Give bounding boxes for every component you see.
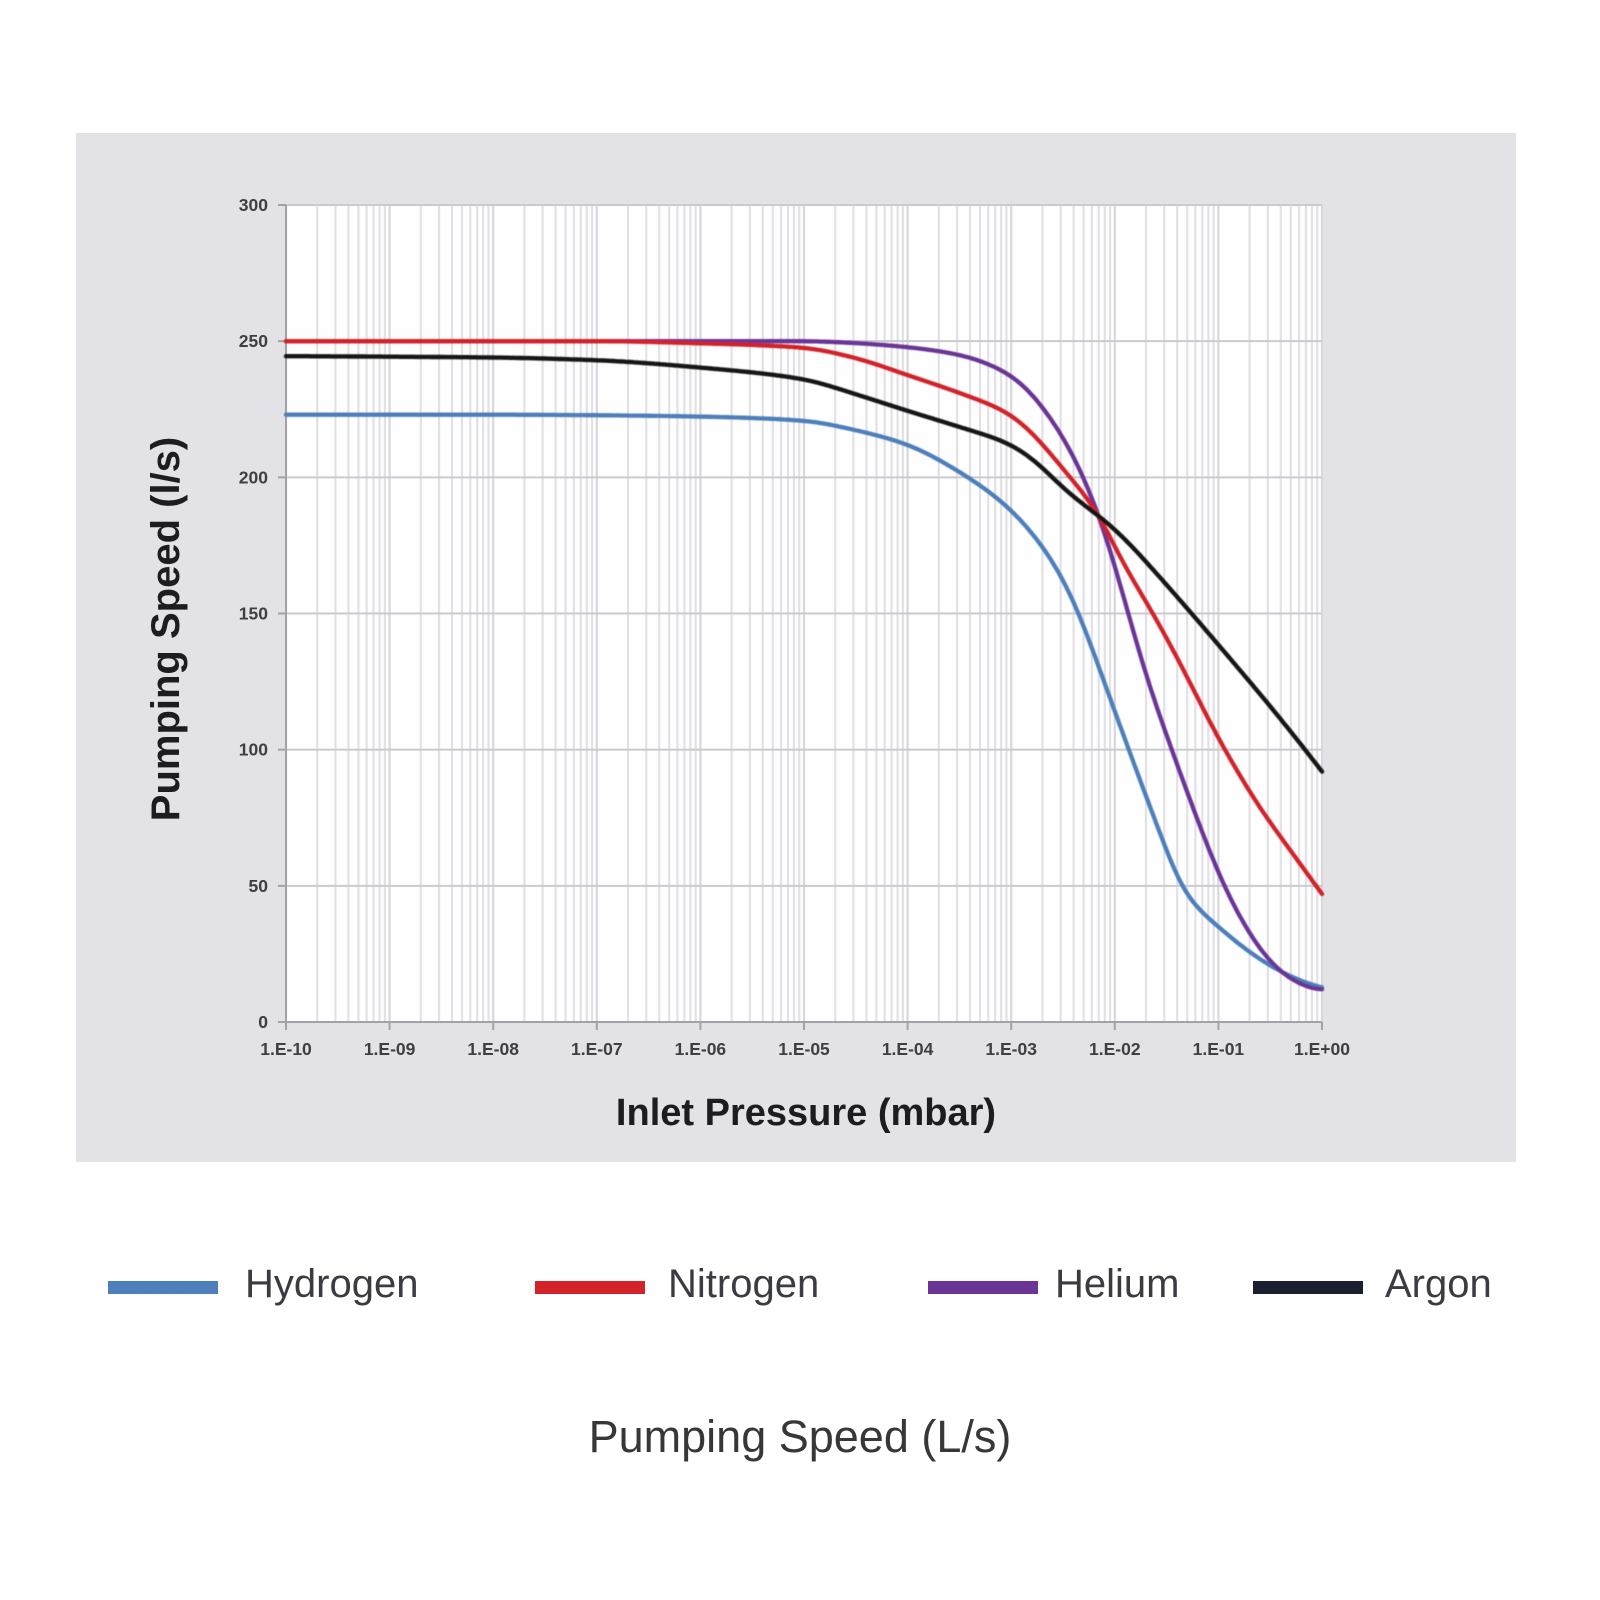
svg-text:Pumping Speed (l/s): Pumping Speed (l/s) [144, 437, 188, 821]
svg-text:1.E-07: 1.E-07 [571, 1039, 623, 1059]
svg-text:1.E-02: 1.E-02 [1089, 1039, 1141, 1059]
svg-text:1.E-05: 1.E-05 [778, 1039, 830, 1059]
svg-text:1.E+00: 1.E+00 [1294, 1039, 1350, 1059]
svg-text:50: 50 [249, 876, 269, 896]
svg-text:300: 300 [239, 195, 268, 215]
svg-text:1.E-06: 1.E-06 [675, 1039, 727, 1059]
svg-text:1.E-09: 1.E-09 [364, 1039, 416, 1059]
svg-text:1.E-10: 1.E-10 [260, 1039, 312, 1059]
svg-text:1.E-08: 1.E-08 [467, 1039, 519, 1059]
svg-text:1.E-03: 1.E-03 [985, 1039, 1037, 1059]
svg-text:0: 0 [258, 1012, 268, 1032]
svg-text:1.E-04: 1.E-04 [882, 1039, 934, 1059]
svg-text:100: 100 [239, 740, 268, 760]
svg-text:Inlet Pressure (mbar): Inlet Pressure (mbar) [616, 1092, 996, 1134]
svg-text:150: 150 [239, 604, 268, 624]
svg-text:200: 200 [239, 467, 268, 487]
svg-text:1.E-01: 1.E-01 [1193, 1039, 1245, 1059]
svg-text:250: 250 [239, 331, 268, 351]
